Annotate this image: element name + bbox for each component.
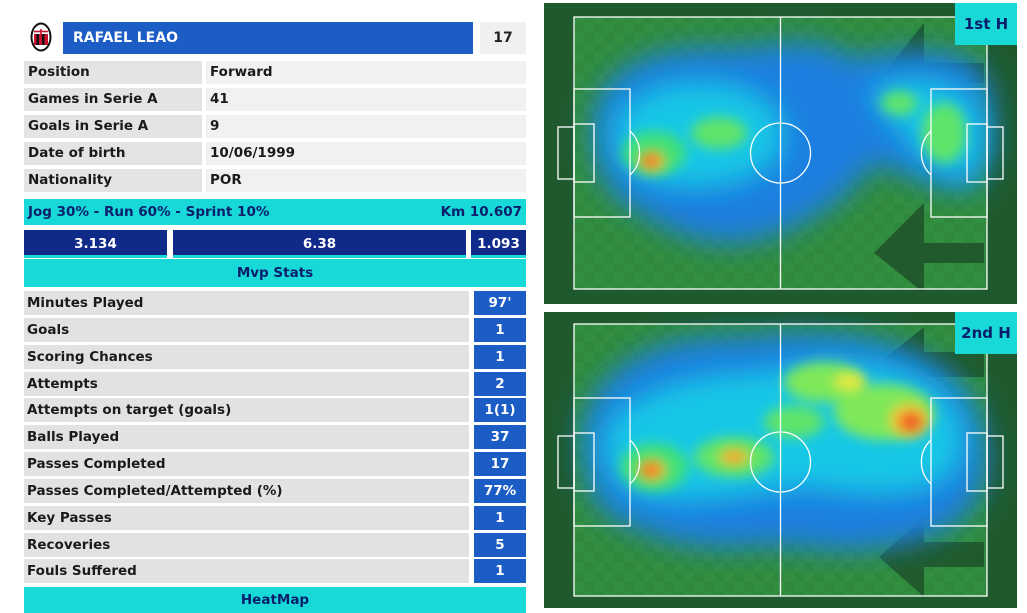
stat-row: Scoring Chances 1 xyxy=(24,345,526,369)
stat-row: Balls Played 37 xyxy=(24,425,526,449)
info-value: POR xyxy=(206,169,526,192)
info-row-goals: Goals in Serie A 9 xyxy=(24,115,526,138)
heatmap-header: HeatMap xyxy=(24,587,526,613)
stat-label: Recoveries xyxy=(24,533,469,557)
stat-row: Key Passes 1 xyxy=(24,506,526,530)
heatmap-first-half: 1st H xyxy=(544,3,1017,304)
info-label: Nationality xyxy=(24,169,202,192)
player-name: RAFAEL LEAO xyxy=(63,22,473,54)
player-header: RAFAEL LEAO 17 xyxy=(24,18,526,56)
pitch-lines xyxy=(557,323,1004,597)
info-label: Date of birth xyxy=(24,142,202,165)
heat-zone-hot xyxy=(638,150,666,172)
stat-value: 5 xyxy=(474,533,526,557)
first-half-label: 1st H xyxy=(955,3,1017,45)
player-number: 17 xyxy=(480,22,526,54)
stat-label: Minutes Played xyxy=(24,291,469,315)
stat-value: 17 xyxy=(474,452,526,476)
running-km: Km 10.607 xyxy=(440,204,522,220)
stat-value: 37 xyxy=(474,425,526,449)
stat-value: 1(1) xyxy=(474,398,526,422)
info-value: Forward xyxy=(206,61,526,84)
stat-label: Fouls Suffered xyxy=(24,559,469,583)
stat-label: Goals xyxy=(24,318,469,342)
info-label: Position xyxy=(24,61,202,84)
stat-row: Minutes Played 97' xyxy=(24,291,526,315)
info-row-games: Games in Serie A 41 xyxy=(24,88,526,111)
mvp-stats-header: Mvp Stats xyxy=(24,259,526,287)
info-value: 9 xyxy=(206,115,526,138)
running-split: Jog 30% - Run 60% - Sprint 10% xyxy=(28,204,270,220)
pitch-lines xyxy=(557,16,1004,290)
info-value: 41 xyxy=(206,88,526,111)
running-split-bar: Jog 30% - Run 60% - Sprint 10% Km 10.607 xyxy=(24,199,526,225)
stat-label: Key Passes xyxy=(24,506,469,530)
info-row-birth: Date of birth 10/06/1999 xyxy=(24,142,526,165)
stat-value: 1 xyxy=(474,506,526,530)
heatmap-second-half: 2nd H xyxy=(544,312,1017,608)
stat-value: 97' xyxy=(474,291,526,315)
jog-distance: 3.134 xyxy=(24,230,167,258)
player-stats-panel: RAFAEL LEAO 17 Position Forward Games in… xyxy=(24,18,526,613)
stat-label: Passes Completed xyxy=(24,452,469,476)
stat-value: 2 xyxy=(474,372,526,396)
info-row-position: Position Forward xyxy=(24,61,526,84)
stat-row: Passes Completed/Attempted (%) 77% xyxy=(24,479,526,503)
stat-label: Scoring Chances xyxy=(24,345,469,369)
first-half-pitch xyxy=(544,3,1017,304)
heat-zone-hot xyxy=(637,373,929,482)
stat-row: Attempts on target (goals) 1(1) xyxy=(24,398,526,422)
attack-direction-arrow xyxy=(874,203,984,293)
info-value: 10/06/1999 xyxy=(206,142,526,165)
second-half-pitch xyxy=(544,312,1017,608)
stat-row: Fouls Suffered 1 xyxy=(24,559,526,583)
run-distance: 6.38 xyxy=(173,230,466,258)
ac-milan-crest-icon xyxy=(30,22,52,52)
stat-label: Attempts xyxy=(24,372,469,396)
second-half-label: 2nd H xyxy=(955,312,1017,354)
stat-value: 1 xyxy=(474,345,526,369)
stat-label: Passes Completed/Attempted (%) xyxy=(24,479,469,503)
stat-row: Passes Completed 17 xyxy=(24,452,526,476)
stat-row: Recoveries 5 xyxy=(24,533,526,557)
info-label: Games in Serie A xyxy=(24,88,202,111)
stat-value: 1 xyxy=(474,318,526,342)
heatmaps-panel: 1st H xyxy=(544,0,1019,613)
sprint-distance: 1.093 xyxy=(471,230,526,258)
stat-row: Goals 1 xyxy=(24,318,526,342)
stat-label: Balls Played xyxy=(24,425,469,449)
stat-value: 1 xyxy=(474,559,526,583)
info-row-nationality: Nationality POR xyxy=(24,169,526,192)
stat-row: Attempts 2 xyxy=(24,372,526,396)
stat-value: 77% xyxy=(474,479,526,503)
info-label: Goals in Serie A xyxy=(24,115,202,138)
stat-label: Attempts on target (goals) xyxy=(24,398,469,422)
